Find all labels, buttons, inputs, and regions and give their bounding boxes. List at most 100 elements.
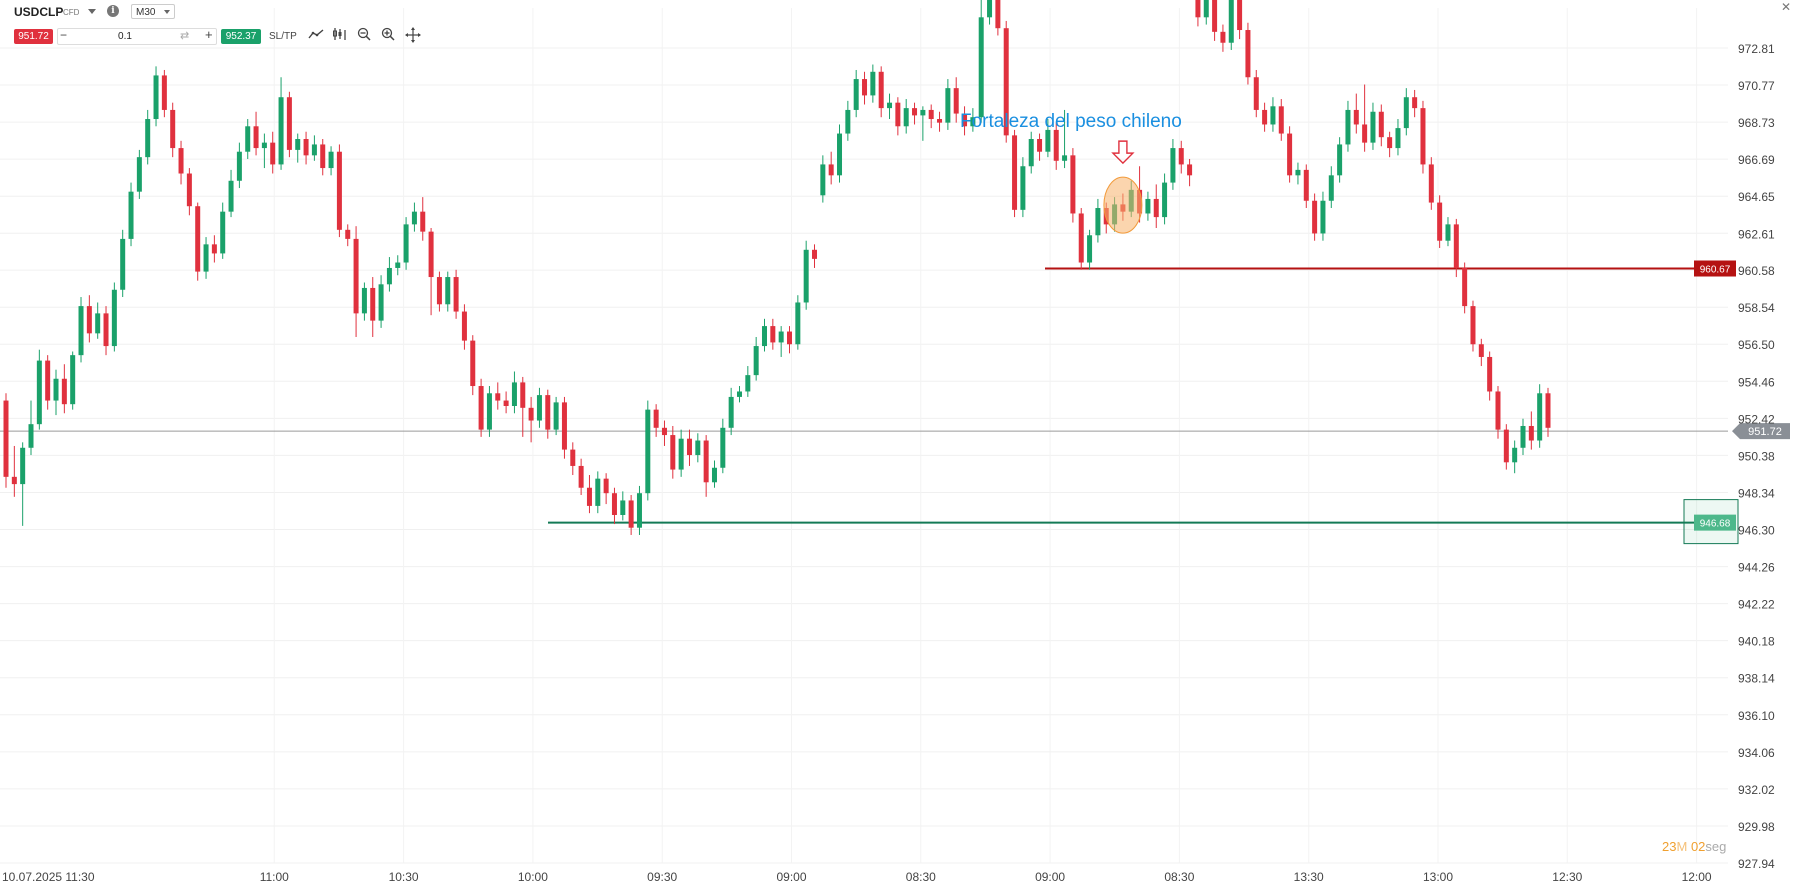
candle-body <box>1278 106 1284 134</box>
zoom-in-icon[interactable] <box>379 27 397 45</box>
candle <box>1262 102 1268 132</box>
quantity-stepper[interactable] <box>57 28 217 45</box>
candle <box>228 169 234 218</box>
candle-body <box>378 284 384 321</box>
candle-body <box>1270 106 1276 125</box>
candle <box>170 102 176 158</box>
candle <box>1287 126 1293 183</box>
candle-body <box>520 382 526 408</box>
candle-body <box>862 79 868 96</box>
candle <box>1053 122 1059 170</box>
candle <box>1353 93 1359 134</box>
candle-countdown: 23M 02seg <box>1662 839 1726 854</box>
y-tick-label: 942.22 <box>1738 598 1775 612</box>
close-icon[interactable]: ✕ <box>1780 0 1791 14</box>
candle <box>328 146 334 176</box>
timeframe-select[interactable]: M30 <box>131 4 175 19</box>
candle <box>770 318 776 350</box>
candle-body <box>628 500 634 528</box>
chevron-down-icon <box>164 10 170 14</box>
candle <box>178 140 184 185</box>
y-tick-label: 962.61 <box>1738 227 1775 241</box>
candle-body <box>1145 198 1151 214</box>
candle-body <box>603 478 609 494</box>
candle-body <box>1453 224 1459 268</box>
zoom-out-icon[interactable] <box>355 27 373 45</box>
buy-button[interactable]: 952.37 <box>221 29 261 44</box>
candle-body <box>870 71 876 96</box>
candle <box>20 442 26 526</box>
candle-body <box>536 395 542 421</box>
candle <box>1062 109 1068 169</box>
candle <box>70 351 76 410</box>
candle-body <box>361 287 367 314</box>
candle <box>1437 195 1443 248</box>
price-axis: 972.81 970.77 968.73 966.69 964.65 962.61 960.… <box>1738 42 1775 871</box>
candle <box>1212 0 1218 41</box>
candle <box>503 391 509 414</box>
candle <box>795 295 801 350</box>
candle <box>195 202 201 281</box>
candle-body <box>678 438 684 470</box>
candle-body <box>28 424 34 448</box>
candle-body <box>1312 200 1318 234</box>
candle-body <box>695 440 701 456</box>
candle-body <box>736 391 742 397</box>
candle <box>1328 166 1334 209</box>
info-icon[interactable]: i <box>107 5 119 17</box>
candle <box>1295 162 1301 185</box>
candle-body <box>86 306 92 334</box>
candle-body <box>1062 155 1068 161</box>
candle-body <box>845 109 851 134</box>
candle-body <box>661 427 667 436</box>
y-tick-label: 934.06 <box>1738 746 1775 760</box>
candle <box>636 485 642 535</box>
candle-body <box>436 277 442 305</box>
candle <box>1095 198 1101 243</box>
candle <box>520 376 526 437</box>
crosshair-icon[interactable] <box>404 27 422 45</box>
quantity-decrease-button[interactable]: − <box>60 28 68 42</box>
candle <box>28 400 34 456</box>
candle <box>912 102 918 125</box>
down-arrow-icon <box>1111 140 1135 165</box>
candle-body <box>1337 144 1343 176</box>
candle-body <box>1345 109 1351 145</box>
line-chart-icon[interactable] <box>307 27 325 45</box>
candle-body <box>745 375 751 392</box>
candle-body <box>128 191 134 239</box>
symbol-dropdown-icon[interactable] <box>88 9 96 14</box>
candle-body <box>395 262 401 268</box>
candle <box>578 458 584 496</box>
swap-icon[interactable]: ⇄ <box>180 30 190 42</box>
sltp-button[interactable]: SL/TP <box>269 31 297 42</box>
candle <box>878 66 884 118</box>
candle-body <box>1095 208 1101 236</box>
candle-body <box>495 393 501 401</box>
candle-body <box>920 109 926 116</box>
candlesticks <box>3 0 1551 535</box>
indicators-icon[interactable] <box>331 27 349 45</box>
candle <box>420 197 426 241</box>
candle-body <box>653 409 659 428</box>
candle <box>1012 129 1018 218</box>
quantity-increase-button[interactable]: + <box>205 27 213 42</box>
candle <box>962 106 968 136</box>
candle-body <box>1053 129 1059 161</box>
quantity-input[interactable]: 0.1 <box>118 31 132 42</box>
candle-body <box>787 331 793 345</box>
candle <box>928 104 934 129</box>
y-tick-label: 968.73 <box>1738 116 1775 130</box>
sell-button[interactable]: 951.72 <box>14 29 53 44</box>
candle-body <box>370 287 376 321</box>
candle-body <box>1403 97 1409 129</box>
symbol-label[interactable]: USDCLP <box>14 5 64 19</box>
candle-body <box>136 157 142 192</box>
candle-body <box>578 465 584 488</box>
support-label: 946.68 <box>1700 519 1731 530</box>
candle-body <box>1037 138 1043 152</box>
candle-body <box>278 97 284 165</box>
candle <box>486 386 492 437</box>
candle-body <box>11 476 17 485</box>
